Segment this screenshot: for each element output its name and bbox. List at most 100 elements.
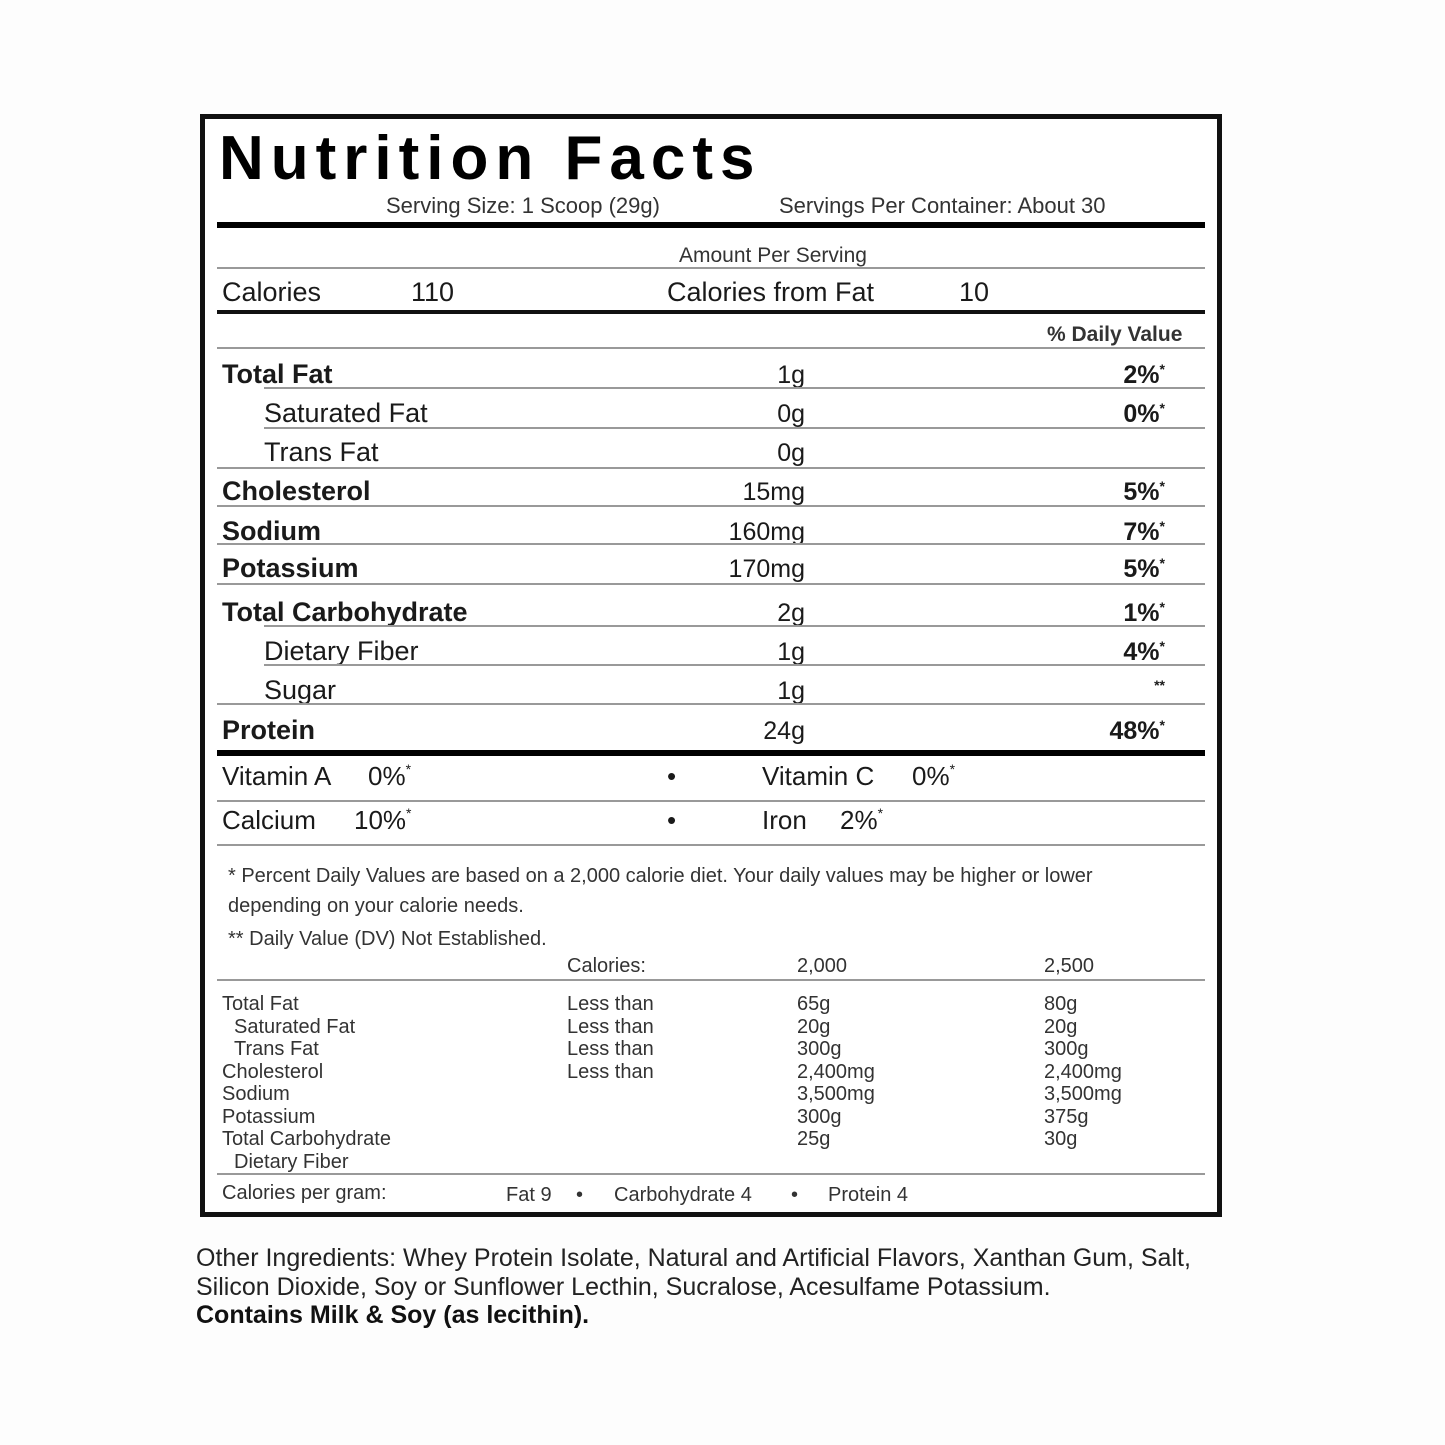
- vitamin-value: 2%: [840, 805, 878, 835]
- nutrient-amount: 170mg: [728, 555, 805, 583]
- ref-nutrient: Cholesterol: [222, 1060, 324, 1083]
- nutrient-daily-value: 4%: [1123, 638, 1160, 666]
- nutrient-daily-value: 5%: [1123, 478, 1160, 506]
- vitamin-label: Vitamin C: [762, 761, 875, 791]
- ref-value-2000: 65g: [797, 993, 831, 1015]
- ref-value-2500: 2,400mg: [1044, 1060, 1122, 1083]
- nutrient-label: Saturated Fat: [264, 398, 428, 428]
- ref-value-2000: 300g: [797, 1038, 842, 1060]
- ref-header-2500: 2,500: [1044, 955, 1095, 977]
- nutrient-daily-value: 5%: [1123, 555, 1160, 583]
- nutrient-label: Total Fat: [222, 359, 333, 389]
- divider: [217, 583, 1205, 585]
- vitamin-label: Vitamin A: [222, 761, 332, 791]
- calories-per-gram-label: Calories per gram:: [222, 1182, 387, 1204]
- footnote-mark: *: [405, 761, 412, 777]
- divider: [217, 467, 1205, 469]
- footnote-mark: *: [877, 805, 884, 821]
- footnote-mark: **: [1154, 677, 1165, 693]
- nutrient-label: Protein: [222, 715, 316, 745]
- footnote-line: depending on your calorie needs.: [228, 895, 524, 917]
- footnote-mark: *: [1159, 555, 1165, 571]
- ref-nutrient: Potassium: [222, 1105, 316, 1128]
- divider: [217, 979, 1205, 981]
- ref-value-2000: 3,500mg: [797, 1083, 875, 1105]
- divider: [264, 427, 1205, 429]
- calories-label: Calories: [222, 277, 322, 307]
- allergen-statement: Contains Milk & Soy (as lecithin).: [196, 1301, 590, 1329]
- ref-qualifier: Less than: [567, 1015, 654, 1038]
- nutrient-label: Sugar: [264, 675, 337, 705]
- bullet: •: [667, 761, 677, 791]
- ref-nutrient: Trans Fat: [234, 1038, 319, 1060]
- ref-nutrient: Sodium: [222, 1083, 290, 1105]
- nutrient-daily-value: 48%: [1109, 717, 1160, 745]
- servings-per-container: Servings Per Container: About 30: [779, 193, 1106, 218]
- nutrient-label: Sodium: [222, 516, 321, 546]
- divider: [217, 222, 1205, 228]
- nutrient-label: Dietary Fiber: [264, 636, 419, 666]
- vitamin-value: 0%: [368, 761, 406, 791]
- nutrient-daily-value: 7%: [1123, 518, 1160, 546]
- divider: [217, 267, 1205, 269]
- nutrient-daily-value: 2%: [1123, 361, 1160, 389]
- footnote-line: ** Daily Value (DV) Not Established.: [228, 928, 547, 950]
- footnote-mark: *: [1159, 638, 1165, 654]
- ref-nutrient: Total Carbohydrate: [222, 1128, 391, 1150]
- ref-value-2500: 300g: [1044, 1038, 1089, 1060]
- nutrient-daily-value: 0%: [1123, 400, 1160, 428]
- amount-per-serving: Amount Per Serving: [679, 244, 867, 267]
- nutrient-label: Cholesterol: [222, 476, 371, 506]
- ref-nutrient: Saturated Fat: [234, 1015, 356, 1038]
- ref-qualifier: Less than: [567, 1038, 654, 1060]
- nutrient-amount: 24g: [763, 717, 805, 745]
- protein-per-gram: Protein 4: [828, 1184, 909, 1206]
- calories-from-fat-label: Calories from Fat: [667, 277, 875, 307]
- ref-value-2500: 20g: [1044, 1015, 1078, 1038]
- ref-qualifier: Less than: [567, 1060, 654, 1083]
- footnote-mark: *: [1159, 361, 1165, 377]
- vitamin-label: Calcium: [222, 805, 316, 835]
- nutrient-label: Potassium: [222, 553, 359, 583]
- divider: [264, 387, 1205, 389]
- nutrient-amount: 160mg: [728, 518, 805, 546]
- footnote-line: * Percent Daily Values are based on a 2,…: [228, 865, 1093, 887]
- ref-value-2500: 80g: [1044, 993, 1078, 1015]
- nutrition-facts-panel: Nutrition Facts Serving Size: 1 Scoop (2…: [200, 114, 1222, 1217]
- divider: [217, 347, 1205, 349]
- footnote-mark: *: [1159, 717, 1165, 733]
- vitamin-value: 0%: [912, 761, 950, 791]
- bullet: •: [576, 1184, 584, 1206]
- calories-value: 110: [411, 277, 455, 307]
- footnote-mark: *: [1159, 400, 1165, 416]
- nutrient-amount: 1g: [777, 638, 805, 666]
- footnote-mark: *: [949, 761, 956, 777]
- ref-value-2000: 300g: [797, 1105, 842, 1128]
- nutrient-label: Total Carbohydrate: [222, 597, 468, 627]
- ref-value-2500: 3,500mg: [1044, 1083, 1122, 1105]
- ref-value-2500: 30g: [1044, 1128, 1078, 1150]
- ref-value-2000: 25g: [797, 1128, 831, 1150]
- footnote-mark: *: [1159, 518, 1165, 534]
- footnote-mark: *: [1159, 599, 1165, 615]
- bullet: •: [667, 805, 677, 835]
- ref-qualifier: Less than: [567, 993, 654, 1015]
- divider: [217, 750, 1205, 756]
- ref-value-2000: 20g: [797, 1015, 831, 1038]
- ref-nutrient: Dietary Fiber: [234, 1150, 349, 1173]
- nutrient-amount: 1g: [777, 361, 805, 389]
- divider: [217, 310, 1205, 314]
- serving-size: Serving Size: 1 Scoop (29g): [386, 193, 660, 218]
- divider: [217, 1173, 1205, 1175]
- ref-value-2500: 375g: [1044, 1105, 1089, 1128]
- vitamin-label: Iron: [762, 805, 807, 835]
- vitamin-value: 10%: [354, 805, 407, 835]
- nutrient-amount: 1g: [777, 677, 805, 705]
- bullet: •: [791, 1184, 799, 1206]
- divider: [264, 664, 1205, 666]
- footnote-mark: *: [406, 805, 412, 821]
- divider: [217, 800, 1205, 802]
- calories-from-fat-value: 10: [959, 277, 990, 307]
- nutrient-amount: 0g: [777, 439, 805, 467]
- nutrient-daily-value: 1%: [1123, 599, 1160, 627]
